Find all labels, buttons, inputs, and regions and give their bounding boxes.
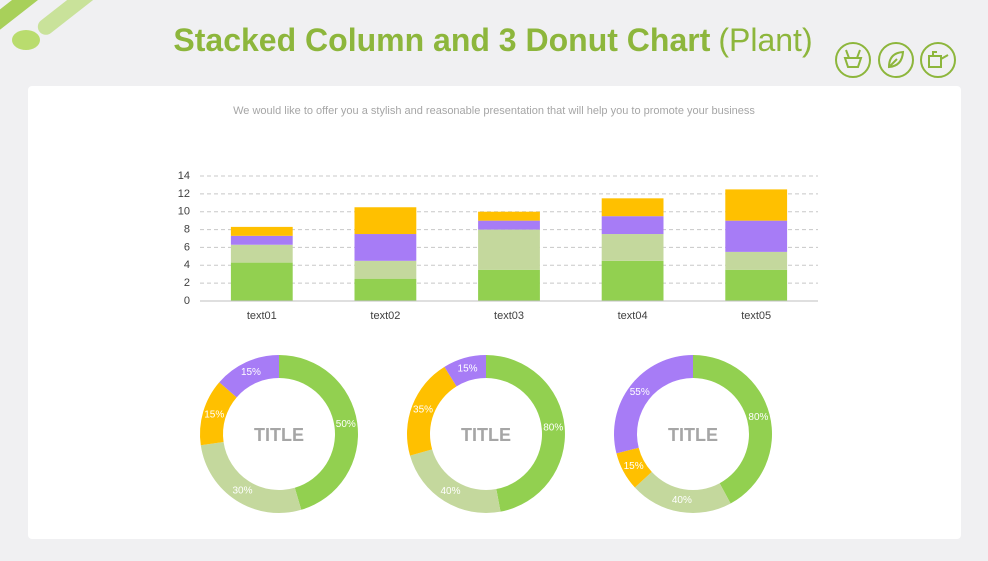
- icon-shape: [843, 49, 863, 68]
- donut-segment: [634, 471, 731, 514]
- data-label: 15%: [458, 364, 478, 375]
- x-tick-label: text05: [741, 310, 771, 322]
- donut-segment: [279, 355, 359, 510]
- title-suffix: (Plant): [718, 22, 812, 58]
- y-tick-label: 14: [178, 170, 190, 182]
- bar-segment: [230, 235, 293, 245]
- data-label: 35%: [413, 404, 433, 415]
- icon: [920, 42, 956, 78]
- donut-center-label: TITLE: [668, 425, 718, 445]
- y-tick-label: 0: [184, 295, 190, 307]
- donut-segment: [410, 449, 501, 513]
- x-tick-label: text03: [494, 310, 524, 322]
- bar-segment: [230, 244, 293, 263]
- title: Stacked Column and 3 Donut Chart (Plant): [173, 22, 812, 58]
- data-label: 40%: [440, 486, 460, 497]
- data-label: 15%: [204, 410, 224, 421]
- y-tick-label: 12: [178, 188, 190, 200]
- bar-segment: [354, 260, 417, 279]
- donut-center-label: TITLE: [461, 425, 511, 445]
- donut-segment: [693, 354, 773, 504]
- icon: [878, 42, 914, 78]
- bar-segment: [725, 269, 788, 301]
- bar-segment: [230, 226, 293, 236]
- bar-segment: [601, 234, 664, 261]
- x-tick-label: text04: [618, 310, 648, 322]
- bar-segment: [354, 278, 417, 301]
- icons: [835, 42, 956, 78]
- bar-segment: [601, 260, 664, 301]
- data-label: 50%: [336, 419, 356, 430]
- data-label: 80%: [543, 422, 563, 433]
- x-tick-label: text01: [247, 310, 277, 322]
- data-label: 55%: [630, 387, 650, 398]
- dot: [12, 30, 40, 50]
- bar-segment: [478, 269, 540, 301]
- donut-segment: [486, 355, 565, 512]
- stripe: [37, 0, 113, 35]
- donut-center-label: TITLE: [254, 425, 304, 445]
- y-tick-label: 4: [184, 259, 190, 271]
- bar-segment: [725, 189, 788, 221]
- donut-segment: [444, 355, 486, 387]
- icon: [835, 42, 871, 78]
- donut-segment: [199, 382, 237, 446]
- subtitle: We would like to offer you a stylish and…: [233, 105, 755, 117]
- data-label: 15%: [624, 461, 644, 472]
- y-tick-label: 2: [184, 277, 190, 289]
- donut-segment: [616, 447, 652, 488]
- donut-segment: [219, 355, 279, 398]
- stripe: [0, 0, 63, 31]
- bar-segment: [601, 216, 664, 235]
- donut-segment: [614, 355, 693, 454]
- donut-segment: [407, 366, 457, 456]
- donut-segment: [200, 441, 302, 514]
- bar-segment: [354, 207, 417, 235]
- icon-shape: [928, 51, 949, 68]
- data-label: 30%: [232, 485, 252, 496]
- title-main: Stacked Column and 3 Donut Chart: [173, 22, 710, 58]
- data-label: 80%: [748, 412, 768, 423]
- y-tick-label: 10: [178, 206, 190, 218]
- bar-segment: [725, 220, 788, 252]
- y-tick-label: 6: [184, 241, 190, 253]
- y-tick-label: 8: [184, 223, 190, 235]
- x-tick-label: text02: [370, 310, 400, 322]
- decoration: [0, 0, 113, 50]
- bar-segment: [725, 251, 788, 270]
- icon-shape: [887, 50, 905, 69]
- bar-segment: [230, 262, 293, 301]
- bar-segment: [478, 229, 540, 270]
- data-label: 15%: [241, 367, 261, 378]
- bar-segment: [601, 198, 664, 217]
- data-label: 40%: [672, 495, 692, 506]
- bar-segment: [354, 234, 417, 261]
- bar-segment: [478, 211, 540, 221]
- bar-segment: [478, 220, 540, 230]
